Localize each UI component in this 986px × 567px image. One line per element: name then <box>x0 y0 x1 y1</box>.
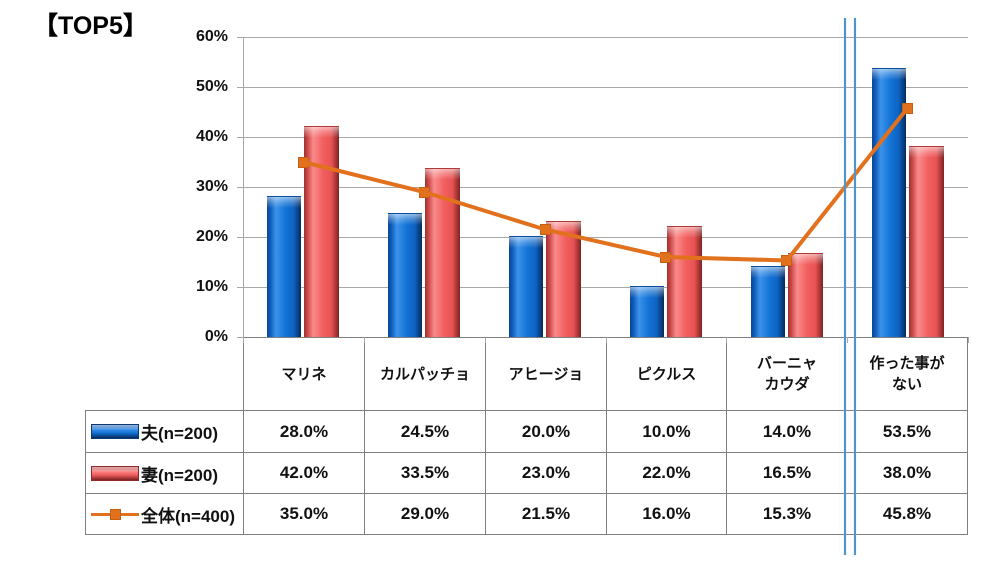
category-label-line: アヒージョ <box>508 365 584 383</box>
table-value-cell: 35.0% <box>243 493 364 535</box>
legend-label: 夫(n=200) <box>141 424 218 443</box>
y-axis-tick <box>237 287 243 288</box>
category-label-line: カウダ <box>764 376 810 393</box>
table-value-cell: 38.0% <box>847 452 968 493</box>
gridline <box>243 87 968 88</box>
category-header-cell: ピクルス <box>606 337 726 410</box>
table-value-cell: 29.0% <box>364 493 485 535</box>
table-value-cell: 23.0% <box>485 452 606 493</box>
y-axis-label: 20% <box>195 228 228 245</box>
bar-husband <box>509 236 543 337</box>
y-axis-label: 10% <box>195 278 228 295</box>
category-header-cell: 作った事が ない <box>847 337 968 410</box>
legend-bar-swatch <box>91 465 139 481</box>
category-header-cell: アヒージョ <box>485 337 606 410</box>
table-value-cell: 14.0% <box>726 410 847 452</box>
y-axis-label: 30% <box>195 178 228 195</box>
y-axis-label: 0% <box>204 328 228 345</box>
category-label-line: ない <box>891 376 922 393</box>
legend-cell: 妻(n=200) <box>85 452 243 493</box>
bar-husband <box>751 266 785 337</box>
category-label-line: ピクルス <box>636 365 697 383</box>
table-value-cell: 42.0% <box>243 452 364 493</box>
table-value-cell: 33.5% <box>364 452 485 493</box>
legend-label: 妻(n=200) <box>141 465 218 485</box>
bar-husband <box>388 213 422 337</box>
table-value-cell: 16.0% <box>606 493 726 535</box>
gridline <box>243 37 968 38</box>
x-axis-tick <box>847 337 848 343</box>
x-axis-tick <box>726 337 727 343</box>
bar-wife <box>788 253 823 337</box>
category-header-cell: マリネ <box>243 337 364 410</box>
y-axis-label: 50% <box>195 78 228 95</box>
bar-wife <box>667 226 702 337</box>
table-value-cell: 15.3% <box>726 493 847 535</box>
table-value-cell: 20.0% <box>485 410 606 452</box>
table-value-cell: 45.8% <box>847 493 968 535</box>
table-value-cell: 16.5% <box>726 452 847 493</box>
bar-husband <box>267 196 301 337</box>
x-axis-tick <box>364 337 365 343</box>
legend-label: 全体(n=400) <box>141 506 235 526</box>
category-header-cell: バーニャ カウダ <box>726 337 847 410</box>
bar-husband <box>872 68 906 337</box>
total-line <box>302 106 910 263</box>
axis-break-line <box>844 18 846 555</box>
y-axis-tick <box>237 187 243 188</box>
legend-cell: 全体(n=400) <box>85 493 243 535</box>
y-axis-tick <box>237 337 243 338</box>
x-axis-tick <box>485 337 486 343</box>
table-value-cell: 10.0% <box>606 410 726 452</box>
gridline <box>243 187 968 188</box>
legend-line-marker <box>110 508 121 520</box>
y-axis-tick <box>237 87 243 88</box>
category-label-line: バーニャ <box>756 355 817 372</box>
table-value-cell: 22.0% <box>606 452 726 493</box>
gridline <box>243 287 968 288</box>
legend-cell: 夫(n=200) <box>85 410 243 452</box>
x-axis-tick <box>243 337 244 343</box>
page-title: 【TOP5】 <box>33 12 148 40</box>
table-value-cell: 28.0% <box>243 410 364 452</box>
legend-bar-swatch <box>91 424 139 439</box>
line-series-layer <box>302 106 910 263</box>
category-label-line: マリネ <box>281 365 327 383</box>
gridline <box>243 237 968 238</box>
bar-husband <box>630 286 664 337</box>
y-axis-tick <box>237 37 243 38</box>
axis-break-line <box>854 18 856 555</box>
y-axis-label: 40% <box>195 128 228 145</box>
category-label-line: 作った事が <box>869 355 945 372</box>
bar-wife <box>546 221 581 337</box>
gridline <box>243 137 968 138</box>
y-axis-tick <box>237 237 243 238</box>
legend-line-swatch <box>91 508 139 521</box>
table-value-cell: 24.5% <box>364 410 485 452</box>
y-axis-label: 60% <box>195 28 228 45</box>
bar-wife <box>909 146 944 337</box>
x-axis-tick <box>968 337 969 343</box>
table-value-cell: 53.5% <box>847 410 968 452</box>
x-axis-tick <box>606 337 607 343</box>
table-value-cell: 21.5% <box>485 493 606 535</box>
y-axis-tick <box>237 137 243 138</box>
category-label-line: カルパッチョ <box>379 365 470 383</box>
category-header-cell: カルパッチョ <box>364 337 485 410</box>
